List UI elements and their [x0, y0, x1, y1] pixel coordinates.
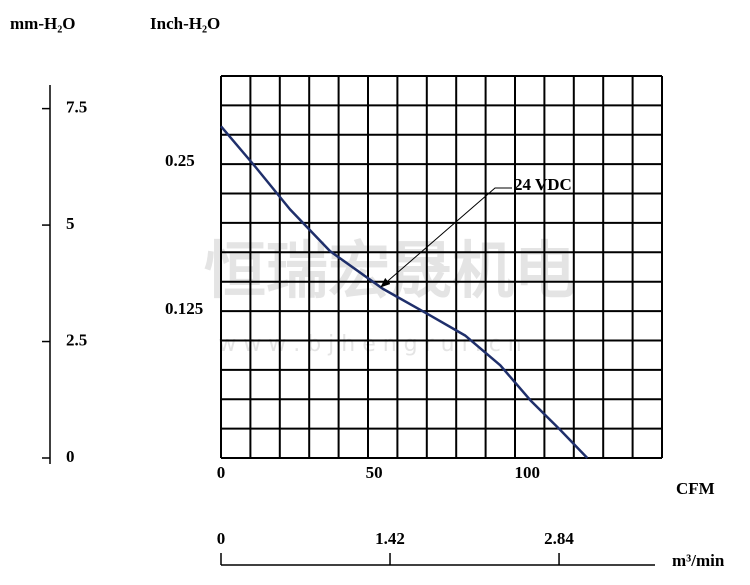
x-tick-label: 100	[515, 463, 541, 482]
y-tick-label: 2.5	[66, 330, 87, 349]
x-tick-label: 50	[366, 463, 383, 482]
y-axis-title: mm-H₂O	[10, 14, 76, 33]
x2-axis-title: m³/min	[672, 551, 725, 570]
watermark: w w w . b j h e n g r u i . c n	[218, 332, 521, 357]
x-tick-label: 0	[217, 463, 226, 482]
watermark: 恒瑞宏晟机电	[204, 234, 576, 307]
curve	[220, 125, 589, 459]
y2-axis-title: Inch-H₂O	[150, 14, 220, 33]
x2-tick-label: 1.42	[375, 529, 405, 548]
y-tick-label: 0	[66, 447, 75, 466]
x-axis-title: CFM	[676, 479, 715, 498]
y-tick-label: 7.5	[66, 98, 87, 117]
x2-tick-label: 2.84	[544, 529, 574, 548]
series-label: 24 VDC	[514, 175, 572, 194]
annotation-arrow	[380, 187, 512, 288]
x2-tick-label: 0	[217, 529, 226, 548]
y2-tick-label: 0.125	[165, 299, 203, 318]
y-tick-label: 5	[66, 214, 75, 233]
y2-tick-label: 0.25	[165, 151, 195, 170]
